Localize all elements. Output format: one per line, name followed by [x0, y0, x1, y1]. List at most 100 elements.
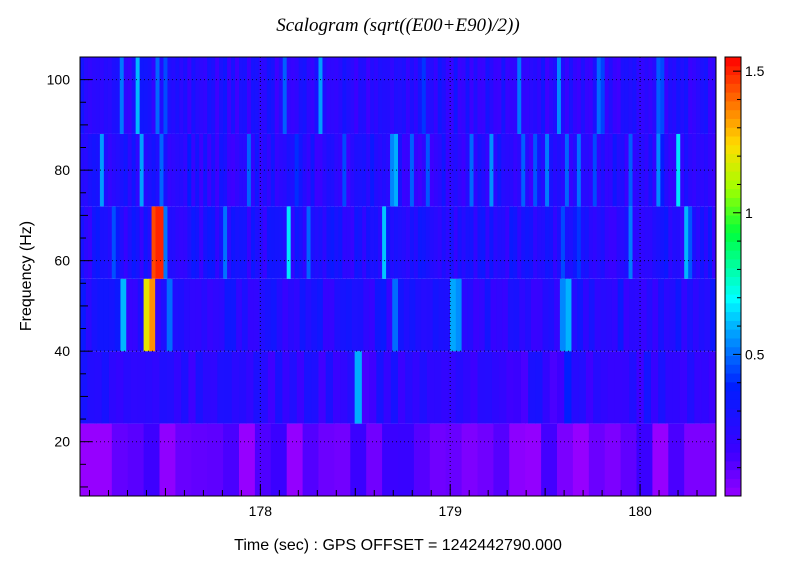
heatmap-cell: [533, 206, 538, 279]
heatmap-cell: [553, 206, 558, 279]
heatmap-cell: [270, 278, 278, 352]
heatmap-cell: [469, 133, 475, 207]
heatmap-cell: [448, 351, 457, 424]
heatmap-cell: [318, 206, 324, 279]
colorbar-step: [725, 109, 741, 119]
heatmap-cell: [330, 206, 336, 279]
heatmap-cell: [513, 351, 522, 424]
heatmap-cell: [525, 57, 530, 134]
heatmap-cell: [332, 351, 341, 424]
heatmap-cell: [254, 57, 260, 134]
colorbar-step: [725, 65, 741, 76]
heatmap-cell: [461, 423, 479, 496]
colorbar-step: [725, 460, 741, 471]
heatmap-cell: [600, 206, 606, 279]
colorbar-step: [725, 92, 741, 102]
heatmap-cell: [496, 278, 503, 352]
heatmap-cell: [115, 57, 121, 134]
heatmap-cell: [493, 133, 498, 207]
heatmap-cell: [199, 133, 204, 207]
heatmap-cell: [369, 278, 376, 352]
heatmap-cell: [470, 351, 479, 424]
heatmap-cell: [227, 133, 232, 207]
colorbar-step: [725, 267, 741, 277]
x-axis-label: Time (sec) : GPS OFFSET = 1242442790.000: [234, 537, 562, 554]
heatmap-cell: [108, 278, 116, 352]
heatmap-cell: [554, 278, 561, 352]
heatmap-cell: [644, 133, 650, 207]
heatmap-cell: [390, 206, 395, 279]
heatmap-cell: [577, 278, 584, 352]
heatmap-cell: [151, 206, 157, 279]
heatmap-cell: [644, 206, 650, 279]
heatmap-cell: [250, 133, 256, 207]
heatmap-cell: [159, 133, 165, 207]
y-tick-label: 100: [47, 72, 71, 88]
heatmap-cell: [429, 206, 435, 279]
heatmap-cell: [450, 278, 457, 352]
heatmap-cell: [270, 423, 288, 496]
heatmap-cell: [361, 351, 370, 424]
heatmap-cell: [612, 206, 618, 279]
heatmap-cell: [537, 133, 542, 207]
heatmap-cell: [564, 206, 570, 279]
heatmap-cell: [432, 278, 440, 352]
heatmap-cell: [210, 351, 218, 424]
heatmap-cell: [676, 133, 681, 207]
y-axis-label: Frequency (Hz): [18, 221, 35, 331]
heatmap-cell: [583, 278, 590, 352]
heatmap-cell: [444, 278, 451, 352]
colorbar-step: [725, 302, 741, 313]
heatmap-cell: [417, 206, 423, 279]
heatmap-cell: [692, 278, 700, 352]
heatmap-cell: [223, 423, 240, 496]
chart-title: Scalogram (sqrt((E00+E90)/2)): [276, 15, 519, 36]
colorbar-step: [725, 452, 741, 462]
heatmap-cell: [611, 278, 619, 352]
heatmap-cell: [350, 423, 367, 496]
heatmap-cell: [382, 57, 387, 134]
heatmap-cell: [137, 278, 145, 352]
heatmap-cell: [507, 278, 515, 352]
heatmap-cell: [553, 133, 558, 207]
heatmap-cell: [322, 57, 328, 134]
heatmap-cell: [195, 133, 200, 207]
x-tick-label: 179: [439, 503, 463, 519]
heatmap-cell: [477, 206, 483, 279]
heatmap-cell: [131, 133, 137, 207]
heatmap-cell: [195, 278, 203, 352]
heatmap-cell: [241, 278, 249, 352]
colorbar-tick-label: 1.5: [745, 63, 765, 79]
heatmap-cell: [223, 57, 228, 134]
heatmap-cell: [143, 206, 149, 279]
heatmap-cell: [445, 57, 451, 134]
heatmap-cell: [207, 206, 212, 279]
heatmap-cell: [358, 57, 363, 134]
heatmap-cell: [99, 57, 105, 134]
heatmap-cell: [91, 133, 97, 207]
heatmap-cell: [101, 351, 110, 424]
heatmap-cell: [549, 133, 554, 207]
heatmap-cell: [592, 133, 598, 207]
heatmap-cell: [652, 133, 657, 207]
heatmap-cell: [461, 133, 467, 207]
heatmap-cell: [262, 133, 268, 207]
heatmap-cell: [660, 206, 665, 279]
heatmap-cell: [628, 206, 634, 279]
heatmap-cell: [97, 278, 104, 352]
heatmap-cell: [594, 278, 601, 352]
heatmap-cell: [624, 206, 630, 279]
heatmap-cell: [155, 57, 161, 134]
heatmap-cell: [282, 278, 289, 352]
heatmap-cell: [473, 278, 480, 352]
heatmap-cell: [604, 206, 610, 279]
heatmap-cell: [580, 206, 586, 279]
heatmap-cell: [708, 351, 716, 424]
heatmap-cell: [317, 278, 324, 352]
colorbar-step: [725, 443, 741, 453]
heatmap-cell: [266, 133, 272, 207]
heatmap-cell: [708, 206, 713, 279]
heatmap-cell: [425, 57, 431, 134]
heatmap-cell: [553, 57, 558, 134]
heatmap-cell: [593, 351, 601, 424]
